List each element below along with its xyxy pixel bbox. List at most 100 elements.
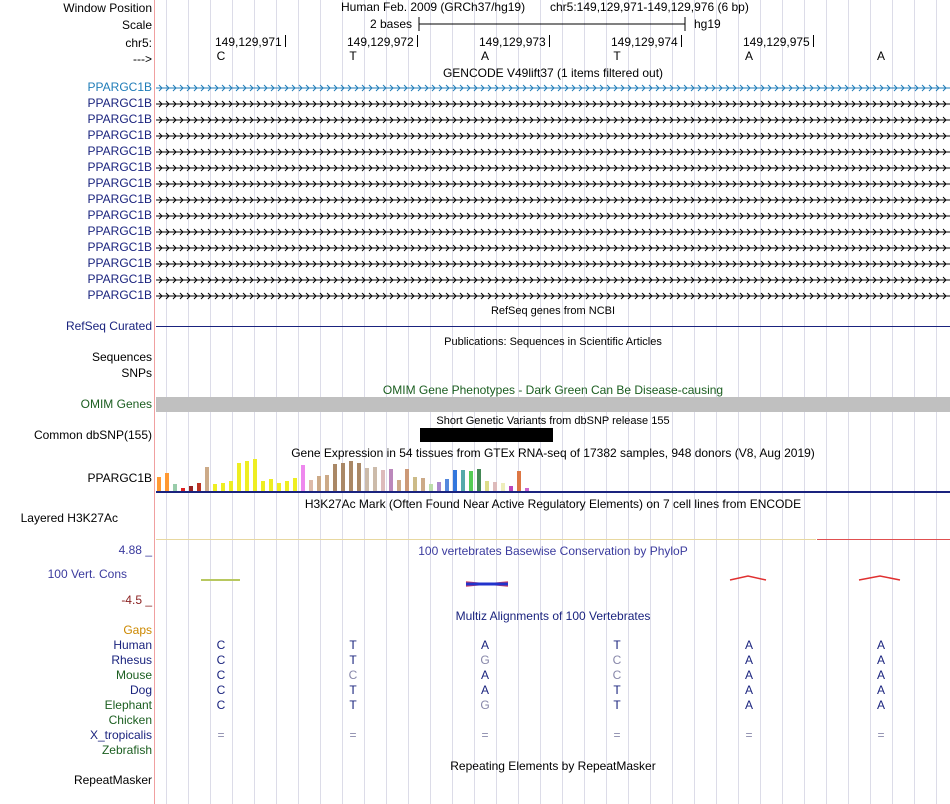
- gtex-tissue-bar[interactable]: [301, 465, 305, 491]
- gtex-tissue-bar[interactable]: [445, 479, 449, 491]
- gencode-gene-label[interactable]: PPARGC1B: [87, 288, 152, 302]
- gencode-gene-model[interactable]: [156, 178, 950, 188]
- gencode-gene-label[interactable]: PPARGC1B: [87, 256, 152, 270]
- gtex-tissue-bar[interactable]: [181, 488, 185, 491]
- gencode-gene-model[interactable]: [156, 82, 950, 92]
- gtex-track-label[interactable]: PPARGC1B: [87, 471, 152, 485]
- gtex-tissue-bar[interactable]: [461, 470, 465, 491]
- phylop-track-label[interactable]: 100 Vert. Cons: [47, 567, 127, 581]
- gencode-gene-model[interactable]: [156, 210, 950, 220]
- gtex-tissue-bar[interactable]: [349, 461, 353, 491]
- gencode-gene-model[interactable]: [156, 242, 950, 252]
- gencode-gene-model[interactable]: [156, 98, 950, 108]
- gtex-tissue-bar[interactable]: [389, 469, 393, 491]
- gtex-tissue-bar[interactable]: [365, 468, 369, 491]
- multiz-species-label[interactable]: Elephant: [104, 698, 152, 712]
- gtex-tissue-bar[interactable]: [373, 467, 377, 491]
- gtex-tissue-bar[interactable]: [277, 483, 281, 491]
- gencode-gene-label[interactable]: PPARGC1B: [87, 112, 152, 126]
- gtex-tissue-bar[interactable]: [493, 482, 497, 491]
- dbsnp-track-label[interactable]: Common dbSNP(155): [33, 428, 152, 442]
- gtex-tissue-bar[interactable]: [509, 486, 513, 491]
- pubs-sequences-label[interactable]: Sequences: [91, 350, 152, 364]
- gencode-gene-label[interactable]: PPARGC1B: [87, 128, 152, 142]
- gtex-tissue-bar[interactable]: [293, 478, 297, 491]
- multiz-species-label[interactable]: Mouse: [115, 668, 152, 682]
- gencode-gene-model[interactable]: [156, 274, 950, 284]
- phylop-signal[interactable]: [156, 574, 950, 594]
- gtex-tissue-bar[interactable]: [341, 463, 345, 491]
- gencode-gene-label[interactable]: PPARGC1B: [87, 96, 152, 110]
- gencode-gene-label[interactable]: PPARGC1B: [87, 208, 152, 222]
- gtex-tissue-bar[interactable]: [245, 461, 249, 491]
- refseq-gene-line[interactable]: [156, 326, 950, 327]
- gtex-tissue-bar[interactable]: [189, 486, 193, 491]
- gtex-tissue-bar[interactable]: [197, 483, 201, 491]
- gencode-gene-label[interactable]: PPARGC1B: [87, 272, 152, 286]
- gencode-gene-model[interactable]: [156, 114, 950, 124]
- gtex-tissue-bar[interactable]: [157, 477, 161, 491]
- pubs-snps-label[interactable]: SNPs: [121, 366, 152, 380]
- gtex-tissue-bar[interactable]: [421, 478, 425, 491]
- gencode-gene-label[interactable]: PPARGC1B: [87, 176, 152, 190]
- gencode-gene-model[interactable]: [156, 130, 950, 140]
- multiz-species-label[interactable]: Gaps: [123, 623, 152, 637]
- gencode-gene-label[interactable]: PPARGC1B: [87, 192, 152, 206]
- gtex-tissue-bar[interactable]: [485, 481, 489, 491]
- gtex-tissue-bar[interactable]: [325, 475, 329, 491]
- gtex-tissue-bar[interactable]: [269, 479, 273, 491]
- gencode-gene-label[interactable]: PPARGC1B: [87, 160, 152, 174]
- repeatmasker-track-label[interactable]: RepeatMasker: [73, 773, 152, 787]
- gtex-tissue-bar[interactable]: [261, 481, 265, 491]
- gtex-tissue-bar[interactable]: [413, 477, 417, 491]
- refseq-track-label[interactable]: RefSeq Curated: [65, 319, 152, 333]
- multiz-species-label[interactable]: X_tropicalis: [89, 728, 152, 742]
- gtex-tissue-bar[interactable]: [405, 469, 409, 491]
- gtex-tissue-bar[interactable]: [285, 481, 289, 491]
- gtex-tissue-bar[interactable]: [309, 480, 313, 491]
- gtex-tissue-bar[interactable]: [381, 470, 385, 491]
- multiz-track-title: Multiz Alignments of 100 Vertebrates: [455, 609, 651, 623]
- multiz-species-label[interactable]: Zebrafish: [101, 743, 152, 757]
- gtex-tissue-bar[interactable]: [173, 484, 177, 491]
- omim-gene-block[interactable]: [156, 397, 950, 412]
- gencode-gene-model[interactable]: [156, 194, 950, 204]
- gencode-gene-model[interactable]: [156, 146, 950, 156]
- gtex-tissue-bar[interactable]: [165, 473, 169, 491]
- multiz-species-label[interactable]: Rhesus: [111, 653, 152, 667]
- gencode-gene-label[interactable]: PPARGC1B: [87, 144, 152, 158]
- omim-track-label[interactable]: OMIM Genes: [80, 397, 152, 411]
- gencode-gene-label[interactable]: PPARGC1B: [87, 80, 152, 94]
- gtex-tissue-bar[interactable]: [253, 459, 257, 491]
- gtex-tissue-bar[interactable]: [357, 463, 361, 491]
- h3k27ac-track-label[interactable]: Layered H3K27Ac: [20, 511, 118, 525]
- multiz-species-label[interactable]: Chicken: [108, 713, 152, 727]
- gencode-gene-model[interactable]: [156, 290, 950, 300]
- multiz-species-label[interactable]: Dog: [129, 683, 152, 697]
- gtex-tissue-bar[interactable]: [453, 470, 457, 491]
- gencode-gene-model[interactable]: [156, 258, 950, 268]
- gtex-tissue-bar[interactable]: [469, 471, 473, 491]
- gencode-gene-model[interactable]: [156, 162, 950, 172]
- gencode-gene-model[interactable]: [156, 226, 950, 236]
- gtex-tissue-bar[interactable]: [397, 480, 401, 491]
- gtex-tissue-bar[interactable]: [205, 467, 209, 491]
- dbsnp-variant-block[interactable]: [420, 428, 553, 442]
- gtex-tissue-bar[interactable]: [429, 484, 433, 491]
- gtex-tissue-bar[interactable]: [477, 469, 481, 491]
- gencode-gene-label[interactable]: PPARGC1B: [87, 240, 152, 254]
- genome-browser-image[interactable]: Human Feb. 2009 (GRCh37/hg19) chr5:149,1…: [156, 0, 950, 804]
- gtex-tissue-bar[interactable]: [221, 483, 225, 491]
- gtex-tissue-bar[interactable]: [213, 484, 217, 491]
- gtex-tissue-bar[interactable]: [437, 482, 441, 491]
- gtex-tissue-bar[interactable]: [237, 463, 241, 491]
- gtex-tissue-bar[interactable]: [525, 488, 529, 491]
- gtex-tissue-bar[interactable]: [229, 481, 233, 491]
- gtex-tissue-bar[interactable]: [501, 483, 505, 491]
- multiz-species-label[interactable]: Human: [113, 638, 152, 652]
- gtex-tissue-bar[interactable]: [517, 471, 521, 491]
- gencode-gene-label[interactable]: PPARGC1B: [87, 224, 152, 238]
- gtex-tissue-bar[interactable]: [317, 476, 321, 491]
- h3k27ac-signal[interactable]: [156, 535, 950, 545]
- gtex-tissue-bar[interactable]: [333, 464, 337, 491]
